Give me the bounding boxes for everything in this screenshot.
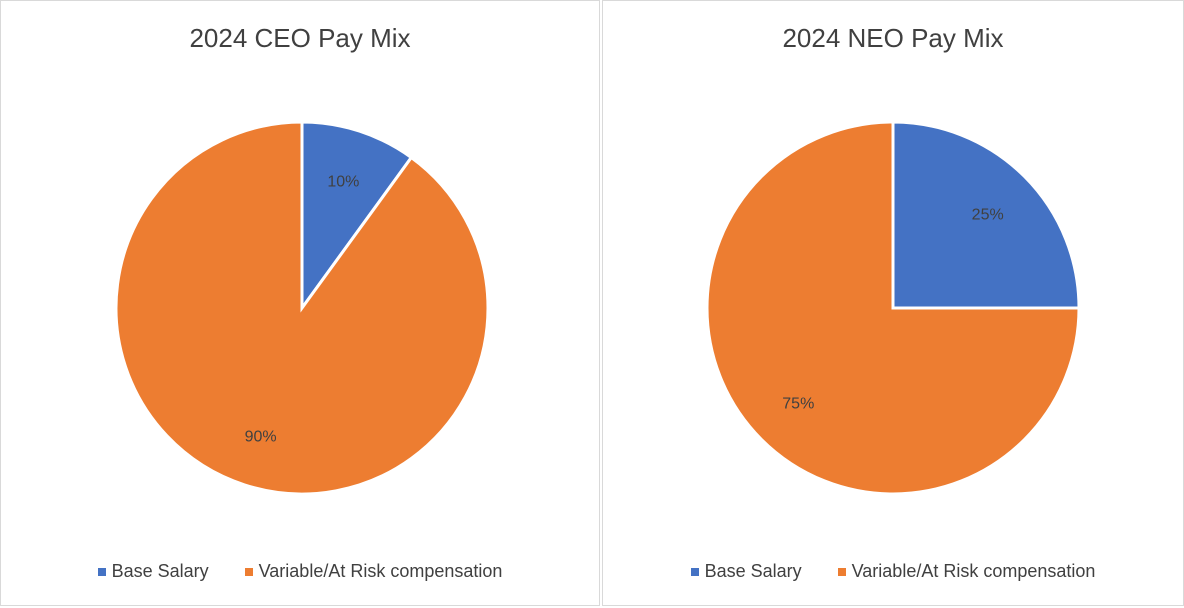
chart-legend: Base Salary Variable/At Risk compensatio… [603, 561, 1183, 582]
ceo-pay-mix-panel: 2024 CEO Pay Mix 10% 90% Base Salary Vari… [0, 0, 600, 606]
legend-label: Base Salary [704, 561, 802, 581]
slice-variable-at-risk [705, 120, 1081, 496]
chart-title: 2024 CEO Pay Mix [189, 23, 411, 53]
legend-label: Variable/At Risk compensation [851, 561, 1096, 581]
ceo-pie-chart: 10% 90% [114, 120, 490, 496]
neo-pay-mix-panel: 2024 NEO Pay Mix 25% 75% Base Salary Vari… [602, 0, 1184, 606]
neo-pie-chart: 25% 75% [705, 120, 1081, 496]
chart-legend: Base Salary Variable/At Risk compensatio… [1, 561, 599, 582]
legend-swatch-base-icon [690, 567, 699, 576]
slice-base-salary [300, 120, 414, 313]
legend-swatch-variable-icon [244, 567, 253, 576]
legend-item-base-salary: Base Salary [97, 561, 209, 582]
chart-title: 2024 NEO Pay Mix [782, 23, 1004, 53]
slice-base-salary [891, 120, 1081, 310]
data-label: 25% [972, 206, 1004, 223]
legend-swatch-base-icon [97, 567, 106, 576]
legend-label: Variable/At Risk compensation [258, 561, 503, 581]
legend-item-base-salary: Base Salary [690, 561, 802, 582]
legend-item-variable: Variable/At Risk compensation [837, 561, 1096, 582]
data-label: 90% [245, 428, 277, 445]
legend-label: Base Salary [111, 561, 209, 581]
data-label: 10% [327, 174, 359, 191]
slice-variable-at-risk [114, 120, 490, 496]
legend-swatch-variable-icon [837, 567, 846, 576]
data-label: 75% [782, 396, 814, 413]
legend-item-variable: Variable/At Risk compensation [244, 561, 503, 582]
